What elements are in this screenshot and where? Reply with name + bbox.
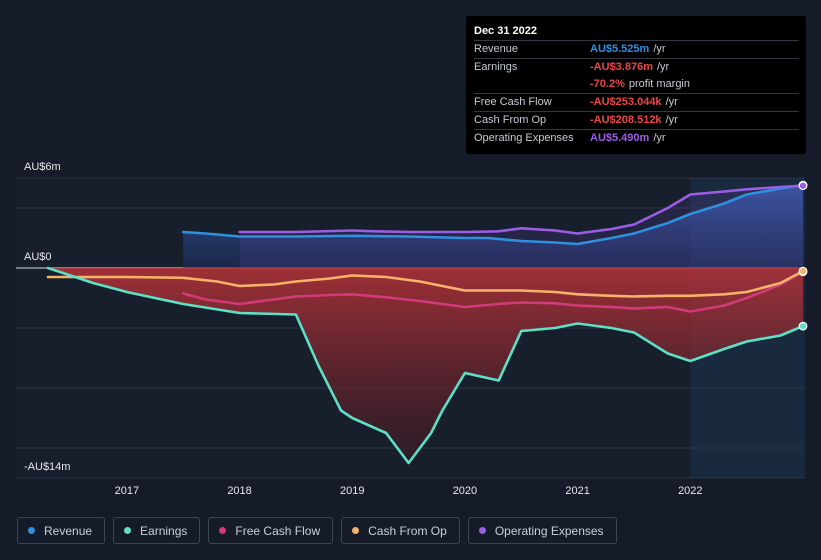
- tooltip-row-suffix: /yr: [656, 61, 670, 73]
- opex-end-marker: [798, 181, 808, 191]
- tooltip-row: Revenue AU$5.525m/yr: [474, 40, 799, 58]
- x-axis-tick-label: 2018: [227, 485, 251, 497]
- tooltip-row-value: -70.2%: [590, 78, 625, 90]
- tooltip: Dec 31 2022 Revenue AU$5.525m/yr Earnings -…: [466, 16, 806, 154]
- legend-item-label: Operating Expenses: [494, 523, 604, 538]
- tooltip-date: Dec 31 2022: [474, 25, 537, 37]
- legend: Revenue Earnings Free Cash Flow Cash From O…: [17, 517, 625, 546]
- opex-area: [239, 185, 804, 268]
- tooltip-row: Cash From Op -AU$208.512k/yr: [474, 111, 799, 129]
- tooltip-row-label: Cash From Op: [474, 114, 547, 126]
- y-axis-label: AU$0: [24, 251, 52, 263]
- legend-item-earnings[interactable]: Earnings: [113, 517, 201, 544]
- legend-item-free-cash-flow[interactable]: Free Cash Flow: [208, 517, 334, 544]
- x-axis-tick-label: 2022: [678, 485, 702, 497]
- legend-item-label: Free Cash Flow: [235, 523, 321, 538]
- tooltip-row-suffix: profit margin: [628, 78, 690, 90]
- tooltip-row-value: -AU$208.512k: [590, 114, 662, 126]
- tooltip-row-value: AU$5.490m: [590, 132, 650, 144]
- x-axis-tick-label: 2020: [453, 485, 477, 497]
- legend-dot-icon: [28, 527, 35, 534]
- fcf-line: [181, 270, 805, 313]
- revenue-area: [183, 185, 803, 268]
- tooltip-row: Earnings -AU$3.876m/yr: [474, 58, 799, 76]
- tooltip-row-suffix: /yr: [665, 96, 678, 108]
- tooltip-row: -70.2% profit margin: [474, 76, 799, 93]
- earnings-line: [46, 266, 805, 465]
- revenue-line: [181, 183, 805, 246]
- tooltip-row-value: AU$5.525m: [590, 43, 650, 55]
- tooltip-row-label: Earnings: [474, 61, 518, 73]
- legend-dot-icon: [124, 527, 132, 534]
- legend-item-revenue[interactable]: Revenue: [17, 517, 106, 544]
- tooltip-row: Free Cash Flow -AU$253.044k/yr: [474, 93, 799, 111]
- y-axis-label: -AU$14m: [24, 461, 70, 473]
- legend-item-label: Earnings: [140, 523, 188, 538]
- tooltip-row: Operating Expenses AU$5.490m/yr: [474, 129, 799, 147]
- x-axis-tick-label: 2019: [340, 485, 364, 497]
- y-axis-label: AU$6m: [24, 161, 61, 173]
- earnings-end-marker: [798, 321, 808, 331]
- earnings-area: [48, 268, 803, 463]
- cfo-end-marker: [798, 266, 808, 276]
- cfo-line: [46, 269, 805, 298]
- legend-item-operating-expenses[interactable]: Operating Expenses: [467, 517, 617, 544]
- legend-dot-icon: [219, 527, 227, 534]
- opex-line: [238, 184, 805, 235]
- legend-item-label: Cash From Op: [368, 523, 447, 538]
- legend-dot-icon: [352, 527, 360, 534]
- tooltip-row-suffix: /yr: [653, 132, 666, 144]
- legend-item-label: Revenue: [44, 523, 93, 538]
- tooltip-row-suffix: /yr: [653, 43, 666, 55]
- legend-item-cash-from-op[interactable]: Cash From Op: [341, 517, 460, 544]
- tooltip-row-suffix: /yr: [665, 114, 678, 126]
- tooltip-row-label: [474, 76, 590, 93]
- tooltip-row-label: Operating Expenses: [474, 132, 574, 144]
- legend-dot-icon: [478, 527, 486, 534]
- x-axis-tick-label: 2017: [115, 485, 139, 497]
- tooltip-row-label: Free Cash Flow: [474, 96, 552, 108]
- x-axis-tick-label: 2021: [565, 485, 589, 497]
- tooltip-row-value: -AU$3.876m: [590, 61, 653, 73]
- tooltip-row-label: Revenue: [474, 43, 519, 55]
- tooltip-row-value: -AU$253.044k: [590, 96, 662, 108]
